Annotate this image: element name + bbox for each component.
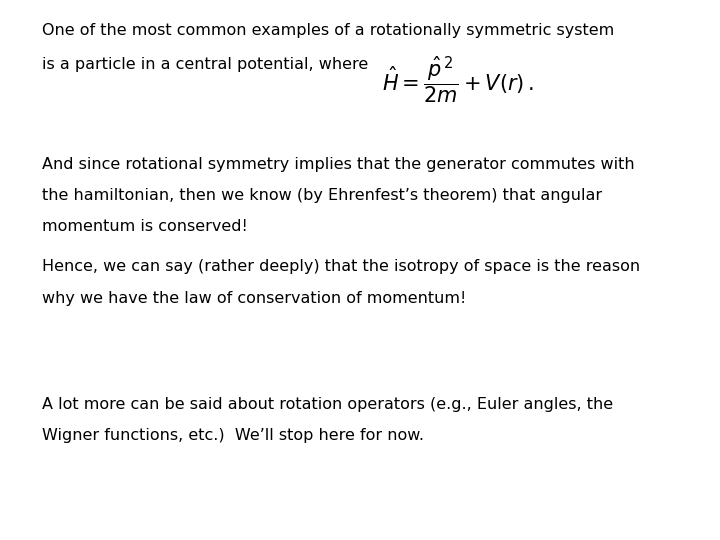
Text: A lot more can be said about rotation operators (e.g., Euler angles, the: A lot more can be said about rotation op… [42,397,613,412]
Text: is a particle in a central potential, where: is a particle in a central potential, wh… [42,57,368,72]
Text: why we have the law of conservation of momentum!: why we have the law of conservation of m… [42,291,466,306]
Text: And since rotational symmetry implies that the generator commutes with: And since rotational symmetry implies th… [42,157,634,172]
Text: $\hat{H} = \dfrac{\hat{p}^{\,2}}{2m} + V(r)\,.$: $\hat{H} = \dfrac{\hat{p}^{\,2}}{2m} + V… [382,54,534,106]
Text: the hamiltonian, then we know (by Ehrenfest’s theorem) that angular: the hamiltonian, then we know (by Ehrenf… [42,188,602,203]
Text: momentum is conserved!: momentum is conserved! [42,219,248,234]
Text: One of the most common examples of a rotationally symmetric system: One of the most common examples of a rot… [42,23,614,38]
Text: Wigner functions, etc.)  We’ll stop here for now.: Wigner functions, etc.) We’ll stop here … [42,428,424,443]
Text: Hence, we can say (rather deeply) that the isotropy of space is the reason: Hence, we can say (rather deeply) that t… [42,259,640,274]
